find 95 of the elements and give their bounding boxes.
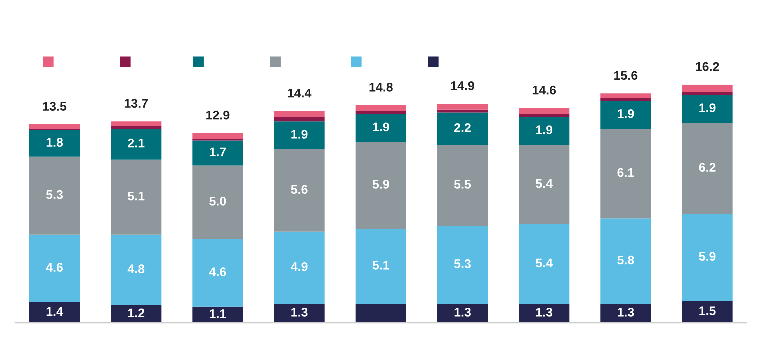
data-label: 4.6: [46, 263, 63, 272]
data-label: 5.9: [699, 252, 716, 261]
bar: [682, 84, 733, 92]
data-label: 4.6: [209, 268, 226, 276]
bar: [519, 304, 570, 324]
bar: [274, 304, 325, 324]
total-label: 12.9: [206, 110, 230, 120]
total-label: 14.4: [288, 89, 312, 98]
bar: [682, 95, 733, 124]
data-label: 5.3: [46, 190, 63, 200]
bar: [682, 123, 733, 214]
data-label: 1.2: [128, 308, 145, 318]
data-label: 5.9: [372, 180, 390, 189]
bar: [600, 101, 652, 129]
bar: [519, 117, 570, 146]
data-label: 4.8: [128, 264, 145, 274]
bar: [600, 304, 652, 324]
data-label: 1.3: [292, 308, 308, 317]
data-label: 5.4: [536, 179, 553, 188]
data-label: 1.1: [210, 310, 226, 318]
bar: [682, 301, 733, 324]
data-label: 1.9: [536, 126, 553, 135]
bar: [356, 142, 406, 229]
bar: [437, 104, 488, 110]
bar: [274, 122, 325, 150]
bar: [437, 304, 488, 324]
bar: [519, 108, 570, 114]
total-label: 13.7: [124, 99, 148, 108]
data-label: 5.1: [372, 261, 390, 270]
bar: [111, 305, 162, 324]
data-label: 5.0: [210, 197, 226, 206]
bar: [682, 214, 733, 302]
bar: [29, 234, 80, 303]
total-label: 14.9: [451, 82, 474, 90]
data-label: 5.3: [454, 260, 471, 268]
bar: [192, 166, 244, 240]
bar: [192, 140, 244, 166]
total-label: 14.8: [370, 82, 393, 92]
bar: [274, 232, 325, 304]
bar: [437, 226, 488, 304]
bar: [29, 124, 80, 129]
bar: [356, 105, 406, 112]
bar: [274, 117, 325, 122]
bar: [600, 94, 652, 98]
bar: [437, 145, 488, 226]
data-label: 4.9: [291, 262, 308, 272]
bar: [356, 114, 406, 142]
data-label: 5.6: [291, 185, 308, 194]
data-label: 5.4: [536, 258, 553, 268]
bar: [519, 224, 570, 304]
total-label: 14.6: [532, 86, 556, 95]
data-label: 5.5: [454, 180, 472, 189]
data-label: 5.8: [618, 256, 634, 265]
data-label: 1.3: [454, 308, 471, 317]
total-label: 13.5: [43, 102, 67, 111]
bar: [356, 228, 406, 304]
data-label: 2.1: [128, 138, 145, 148]
bar: [192, 306, 244, 324]
bar: [437, 112, 488, 146]
bar: [600, 128, 652, 219]
bar: [437, 110, 488, 113]
bar: [682, 92, 733, 96]
total-label: 16.2: [696, 62, 720, 72]
bar: [111, 128, 162, 160]
data-label: 1.5: [700, 306, 716, 316]
bar: [356, 304, 406, 324]
total-label: 15.6: [614, 71, 638, 80]
bar: [111, 126, 162, 129]
bar: [192, 133, 244, 140]
data-label: 1.8: [46, 138, 64, 148]
bar: [29, 302, 80, 324]
bar: [29, 130, 80, 157]
bar: [192, 239, 244, 307]
data-label: 1.9: [373, 122, 390, 132]
data-label: 1.4: [46, 307, 64, 316]
data-label: 6.1: [618, 168, 634, 178]
data-label: 1.3: [618, 308, 634, 317]
data-label: 1.7: [210, 148, 226, 156]
bar: [111, 160, 162, 235]
data-label: 1.9: [700, 104, 716, 112]
data-label: 1.9: [618, 109, 634, 118]
bar: [29, 156, 80, 235]
bar: [519, 114, 570, 118]
data-label: 1.9: [292, 130, 308, 139]
bar: [519, 145, 570, 225]
data-label: 1.3: [536, 308, 553, 317]
bar: [111, 122, 162, 126]
data-label: 5.1: [128, 192, 145, 201]
bar: [274, 150, 325, 232]
bar: [600, 98, 652, 102]
data-label: 2.2: [454, 123, 471, 132]
bar: [111, 234, 162, 306]
data-label: 6.2: [699, 163, 716, 172]
bar: [274, 111, 325, 118]
bar: [600, 218, 652, 304]
